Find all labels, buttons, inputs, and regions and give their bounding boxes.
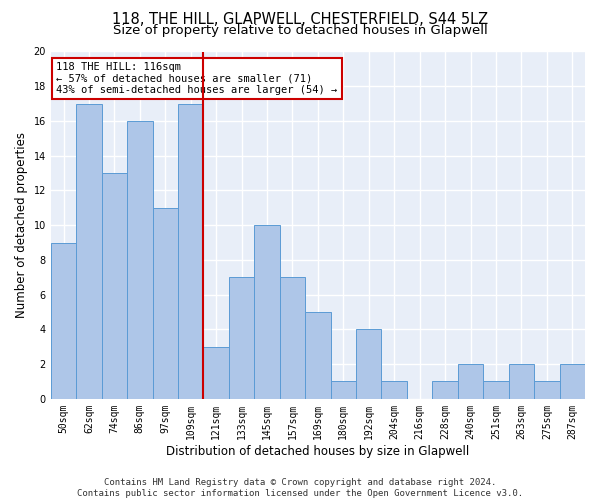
Text: Contains HM Land Registry data © Crown copyright and database right 2024.
Contai: Contains HM Land Registry data © Crown c… [77,478,523,498]
Bar [534,382,560,399]
Bar [203,346,229,399]
Bar [305,312,331,399]
X-axis label: Distribution of detached houses by size in Glapwell: Distribution of detached houses by size … [166,444,470,458]
Bar [458,364,483,399]
Bar [178,104,203,399]
Text: Size of property relative to detached houses in Glapwell: Size of property relative to detached ho… [113,24,487,37]
Bar [101,173,127,399]
Bar [356,330,382,399]
Bar [433,382,458,399]
Bar [152,208,178,399]
Bar [382,382,407,399]
Text: 118, THE HILL, GLAPWELL, CHESTERFIELD, S44 5LZ: 118, THE HILL, GLAPWELL, CHESTERFIELD, S… [112,12,488,28]
Bar [509,364,534,399]
Bar [51,242,76,399]
Bar [280,278,305,399]
Bar [483,382,509,399]
Bar [254,225,280,399]
Bar [229,278,254,399]
Bar [76,104,101,399]
Bar [331,382,356,399]
Text: 118 THE HILL: 116sqm
← 57% of detached houses are smaller (71)
43% of semi-detac: 118 THE HILL: 116sqm ← 57% of detached h… [56,62,337,95]
Bar [560,364,585,399]
Bar [127,121,152,399]
Y-axis label: Number of detached properties: Number of detached properties [15,132,28,318]
